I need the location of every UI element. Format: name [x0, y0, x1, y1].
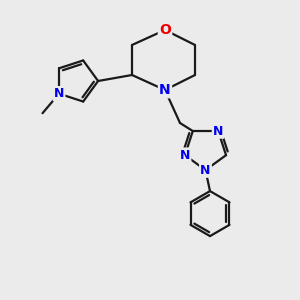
Text: N: N: [213, 124, 224, 137]
Text: O: O: [159, 23, 171, 37]
Text: N: N: [54, 87, 64, 100]
Text: N: N: [159, 83, 171, 97]
Text: N: N: [200, 164, 211, 177]
Text: N: N: [180, 149, 190, 162]
